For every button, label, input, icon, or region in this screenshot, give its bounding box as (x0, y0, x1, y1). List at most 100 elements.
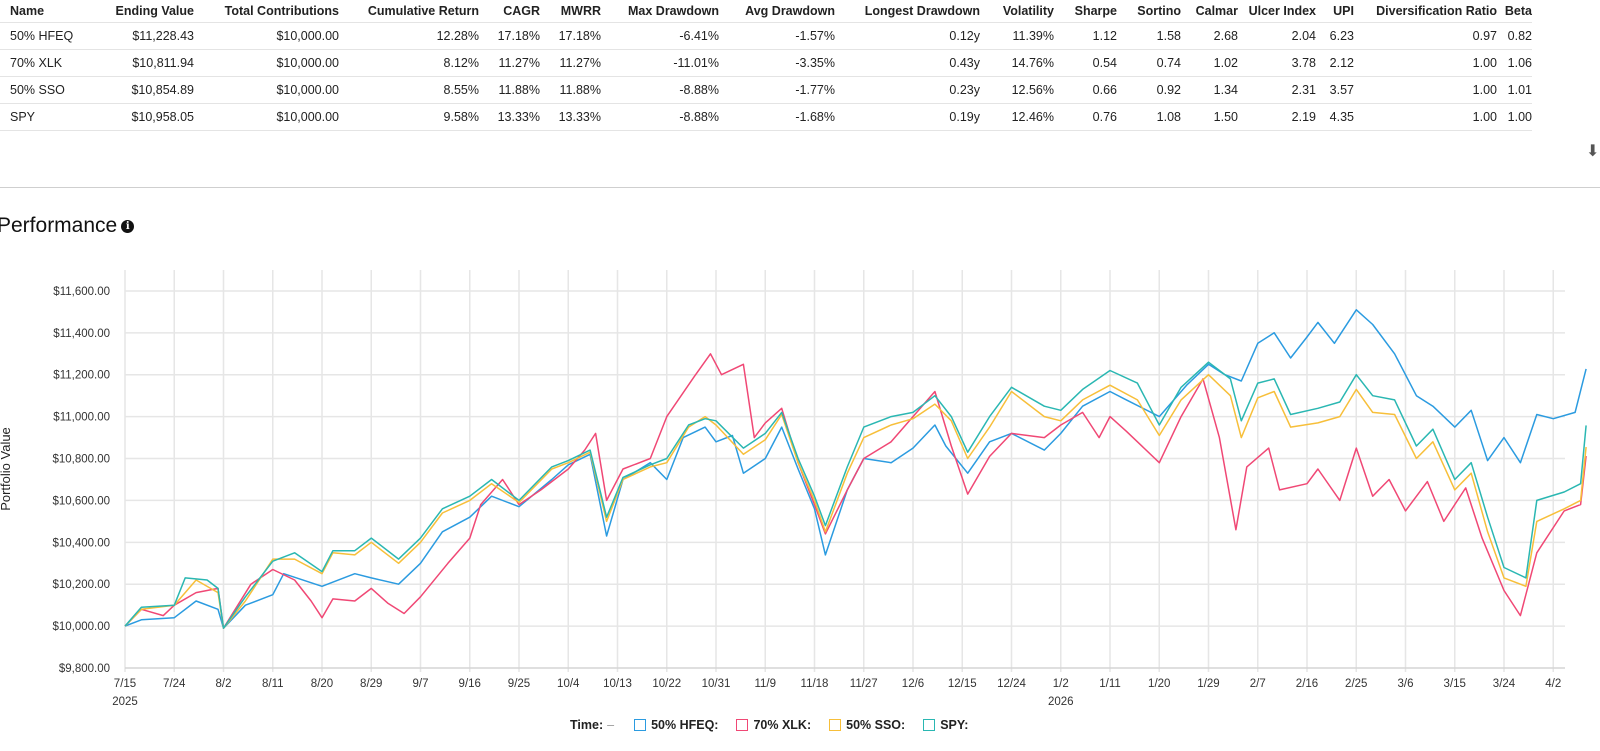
y-tick-label: $10,800.00 (52, 454, 110, 466)
x-tick-label: 8/29 (360, 678, 382, 690)
series-line-0 (124, 309, 1587, 629)
column-header[interactable]: Name (10, 4, 45, 18)
x-tick-label: 9/7 (413, 678, 429, 690)
table-cell: 12.56% (980, 76, 1054, 104)
table-cell: 13.33% (540, 103, 601, 131)
metrics-body: 50% HFEQ $11,228.43 $10,000.00 12.28% 17.18%… (0, 22, 1532, 131)
x-year-label: 2025 (112, 696, 138, 708)
info-icon[interactable]: i (121, 219, 135, 233)
table-cell: $10,000.00 (194, 76, 339, 104)
download-icon[interactable]: ⬇ (1586, 143, 1600, 160)
table-cell: 50% HFEQ (0, 22, 98, 50)
table-cell: -6.41% (601, 22, 719, 50)
column-header[interactable]: Diversification Ratio (1376, 4, 1497, 18)
table-row: SPY $10,958.05 $10,000.00 9.58% 13.33% 13.33%… (0, 103, 1532, 131)
x-tick-label: 12/24 (997, 678, 1026, 690)
column-header[interactable]: Avg Drawdown (745, 4, 835, 18)
column-header[interactable]: CAGR (503, 4, 540, 18)
column-header[interactable]: Longest Drawdown (864, 4, 980, 18)
x-tick-label: 1/20 (1148, 678, 1170, 690)
table-cell: $11,228.43 (98, 22, 194, 50)
column-header[interactable]: Beta (1504, 4, 1532, 18)
legend-item[interactable]: 50% SSO: (829, 718, 905, 732)
legend-label: 50% HFEQ: (651, 718, 719, 732)
table-cell: 0.74 (1117, 49, 1181, 77)
y-tick-label: $11,200.00 (53, 370, 110, 382)
table-cell: $10,000.00 (194, 49, 339, 77)
column-header[interactable]: Ulcer Index (1248, 4, 1316, 18)
legend-time-label: Time: (570, 718, 604, 732)
x-tick-label: 9/25 (508, 678, 530, 690)
table-row: 70% XLK $10,811.94 $10,000.00 8.12% 11.27% 11… (0, 49, 1532, 77)
x-tick-label: 2/7 (1250, 678, 1266, 690)
column-header[interactable]: Sortino (1137, 4, 1181, 18)
table-cell: 0.66 (1054, 76, 1117, 104)
column-header[interactable]: Ending Value (115, 4, 195, 18)
table-cell: 50% SSO (0, 76, 98, 104)
table-cell: 12.28% (339, 22, 479, 50)
table-cell: 2.31 (1238, 76, 1316, 104)
legend-swatch (923, 719, 936, 731)
x-tick-label: 10/22 (652, 678, 681, 690)
table-cell: $10,854.89 (98, 76, 194, 104)
table-cell: SPY (0, 103, 98, 131)
column-header[interactable]: Max Drawdown (628, 4, 719, 18)
table-cell: 0.12y (835, 22, 980, 50)
table-cell: 1.02 (1181, 49, 1238, 77)
table-cell: $10,958.05 (98, 103, 194, 131)
x-tick-label: 12/15 (948, 678, 977, 690)
table-cell: 2.68 (1181, 22, 1238, 50)
legend-label: 50% SSO: (846, 718, 906, 732)
legend-item[interactable]: SPY: (923, 718, 968, 732)
table-cell: 9.58% (339, 103, 479, 131)
x-tick-label: 9/16 (459, 678, 481, 690)
table-cell: 1.01 (1497, 76, 1532, 104)
x-tick-label: 4/2 (1545, 678, 1561, 690)
table-cell: 70% XLK (0, 49, 98, 77)
x-tick-label: 10/13 (603, 678, 632, 690)
table-cell: 1.12 (1054, 22, 1117, 50)
table-cell: 12.46% (980, 103, 1054, 131)
y-tick-label: $11,000.00 (53, 412, 110, 424)
column-header[interactable]: Volatility (1002, 4, 1054, 18)
table-row: 50% SSO $10,854.89 $10,000.00 8.55% 11.88% 11… (0, 76, 1532, 104)
column-header[interactable]: Sharpe (1074, 4, 1117, 18)
column-header[interactable]: Total Contributions (224, 4, 339, 18)
table-cell: 4.35 (1316, 103, 1354, 131)
y-tick-label: $10,600.00 (52, 495, 110, 507)
x-tick-label: 8/2 (216, 678, 232, 690)
x-tick-label: 11/9 (754, 678, 776, 690)
legend-item[interactable]: 70% XLK: (736, 718, 811, 732)
table-cell: 8.12% (339, 49, 479, 77)
x-tick-label: 3/24 (1493, 678, 1516, 690)
legend-item[interactable]: 50% HFEQ: (634, 718, 718, 732)
x-tick-label: 7/15 (114, 678, 136, 690)
y-tick-label: $10,200.00 (52, 579, 110, 591)
table-cell: $10,000.00 (194, 22, 339, 50)
column-header[interactable]: MWRR (560, 4, 601, 18)
series-line-2 (124, 373, 1587, 629)
table-cell: 11.27% (540, 49, 601, 77)
y-axis-title: Portfolio Value (0, 427, 13, 511)
table-cell: 0.43y (835, 49, 980, 77)
column-header[interactable]: UPI (1333, 4, 1354, 18)
table-cell: -11.01% (601, 49, 719, 77)
metrics-header-row: Name Ending Value Total Contributions Cumul… (0, 0, 1532, 23)
table-cell: 1.00 (1354, 103, 1497, 131)
column-header[interactable]: Cumulative Return (367, 4, 479, 18)
table-cell: 0.97 (1354, 22, 1497, 50)
table-cell: $10,000.00 (194, 103, 339, 131)
table-cell: 1.00 (1497, 103, 1532, 131)
x-tick-label: 7/24 (163, 678, 186, 690)
column-header[interactable]: Calmar (1195, 4, 1238, 18)
chart-legend: Time: – 50% HFEQ: 70% XLK: 50% SSO: SPY: (570, 718, 986, 732)
table-cell: 0.19y (835, 103, 980, 131)
table-cell: 11.88% (540, 76, 601, 104)
table-cell: 1.06 (1497, 49, 1532, 77)
table-cell: 1.34 (1181, 76, 1238, 104)
table-cell: -8.88% (601, 76, 719, 104)
table-cell: $10,811.94 (98, 49, 194, 77)
table-cell: 11.88% (479, 76, 540, 104)
table-cell: 1.50 (1181, 103, 1238, 131)
table-cell: 2.19 (1238, 103, 1316, 131)
